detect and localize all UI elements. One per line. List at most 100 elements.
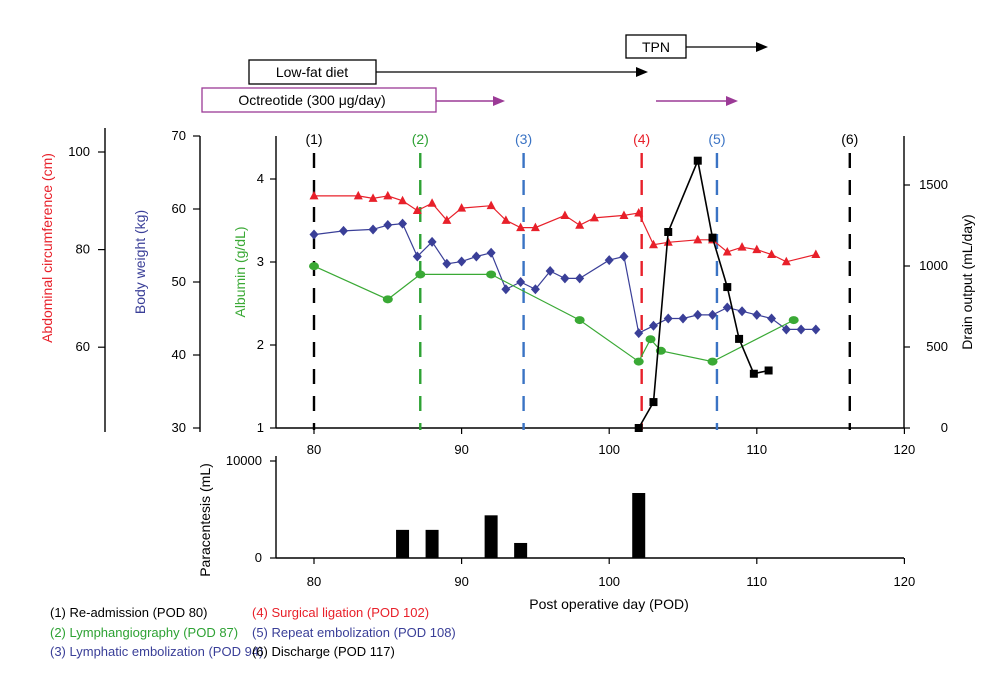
weight-tick-label: 40 [172,347,186,362]
abdominal-point [722,247,732,256]
drain-point [664,227,673,236]
abdominal-point [575,220,585,229]
paracentesis-y-tick-label: 0 [255,550,262,565]
weight-point [634,328,644,339]
weight-point [545,266,555,277]
drain-axis-title: Drain output (mL/day) [959,214,975,349]
legend-item: (4) Surgical ligation (POD 102) [252,605,429,620]
treatment-bars: TPN Low-fat diet Octreotide (300 μg/day) [201,34,768,113]
drain-point [723,283,732,292]
legend-item: (2) Lymphangiography (POD 87) [50,625,238,640]
weight-point [486,247,496,258]
abdominal-point [648,239,658,249]
weight-axis-title: Body weight (kg) [132,210,148,314]
weight-tick-label: 30 [172,420,186,435]
x-axis-title: Post operative day (POD) [529,596,689,612]
abdominal-point [427,198,437,207]
abdominal-point [619,210,629,219]
event-label: (2) [412,131,429,147]
series-line-drain [638,157,769,429]
weight-point [722,302,732,313]
abdominal-point [634,208,644,217]
albumin-point [415,270,426,279]
paracentesis-chart: 10000 0 Paracentesis (mL) 80 90 100 110 120 Post… [197,453,915,612]
octreotide-arrowhead [493,96,505,106]
paracentesis-bar [514,542,528,558]
abdominal-point [663,237,673,246]
abdominal-point [589,212,599,222]
octreotide-resume-arrowhead [726,96,738,106]
weight-point [737,306,747,317]
low-fat-diet-box [248,59,377,85]
data-series [309,156,821,432]
albumin-point [633,357,644,366]
albumin-tick-label: 3 [257,254,264,269]
abdominal-point [811,249,821,258]
abdominal-point [412,205,422,215]
weight-point [708,309,718,320]
abdominal-point [309,190,319,200]
drain-point [708,233,717,242]
albumin-point [486,270,497,279]
weight-point [560,273,570,284]
paracentesis-bar [425,529,439,558]
albumin-point [645,335,656,344]
paracentesis-x-tick-label: 90 [454,574,468,589]
albumin-tick-label: 1 [257,420,264,435]
weight-tick-label: 50 [172,274,186,289]
weight-point [648,320,658,331]
drain-tick-label: 1500 [919,177,948,192]
abdominal-point [752,244,762,254]
abdominal-point [398,195,408,205]
series-line-abdominal [314,195,816,263]
weight-point [442,258,452,269]
weight-point [530,284,540,295]
weight-point [412,251,422,262]
legend-item: (1) Re-admission (POD 80) [50,605,208,620]
drain-tick-label: 1000 [919,258,948,273]
weight-point [663,313,673,324]
abdominal-tick-label: 60 [76,339,90,354]
event-label: (3) [515,131,532,147]
weight-point [457,256,467,267]
low-fat-diet-label: Low-fat diet [276,64,348,80]
weight-point [796,324,806,335]
weight-point [693,309,703,320]
main-x-tick-label: 80 [307,442,321,457]
paracentesis-y-tick-label: 10000 [226,453,262,468]
abdominal-point [501,215,511,224]
legend-item: (6) Discharge (POD 117) [252,644,395,659]
abdominal-point [781,256,791,266]
event-label: (5) [708,131,725,147]
paracentesis-bar [484,515,498,558]
drain-point [749,369,758,378]
weight-point [383,220,393,231]
event-label: (6) [841,131,858,147]
low-fat-diet-arrowhead [636,67,648,77]
series-line-albumin [313,265,794,363]
drain-point [634,424,643,432]
event-label: (4) [633,131,650,147]
weight-point [339,225,349,236]
event-markers: (1) (2) (3) (4) (5) (6) [305,131,858,430]
abdominal-point [353,190,363,200]
weight-point [752,309,762,320]
drain-tick-label: 500 [926,339,948,354]
abdominal-point [693,234,703,244]
weight-tick-label: 70 [172,128,186,143]
main-x-tick-label: 100 [598,442,620,457]
abdominal-point [442,215,452,224]
paracentesis-x-tick-label: 100 [598,574,620,589]
albumin-tick-label: 4 [257,171,264,186]
drain-point [693,156,702,165]
weight-point [501,284,511,295]
legend: (1) Re-admission (POD 80) (2) Lymphangiog… [50,605,456,659]
abdominal-axis-title: Abdominal circumference (cm) [39,153,55,343]
paracentesis-x-tick-label: 80 [307,574,321,589]
octreotide-label: Octreotide (300 μg/day) [238,92,385,108]
weight-point [471,251,481,262]
main-x-tick-label: 110 [746,442,767,457]
albumin-point [788,316,799,325]
albumin-point [707,357,718,366]
